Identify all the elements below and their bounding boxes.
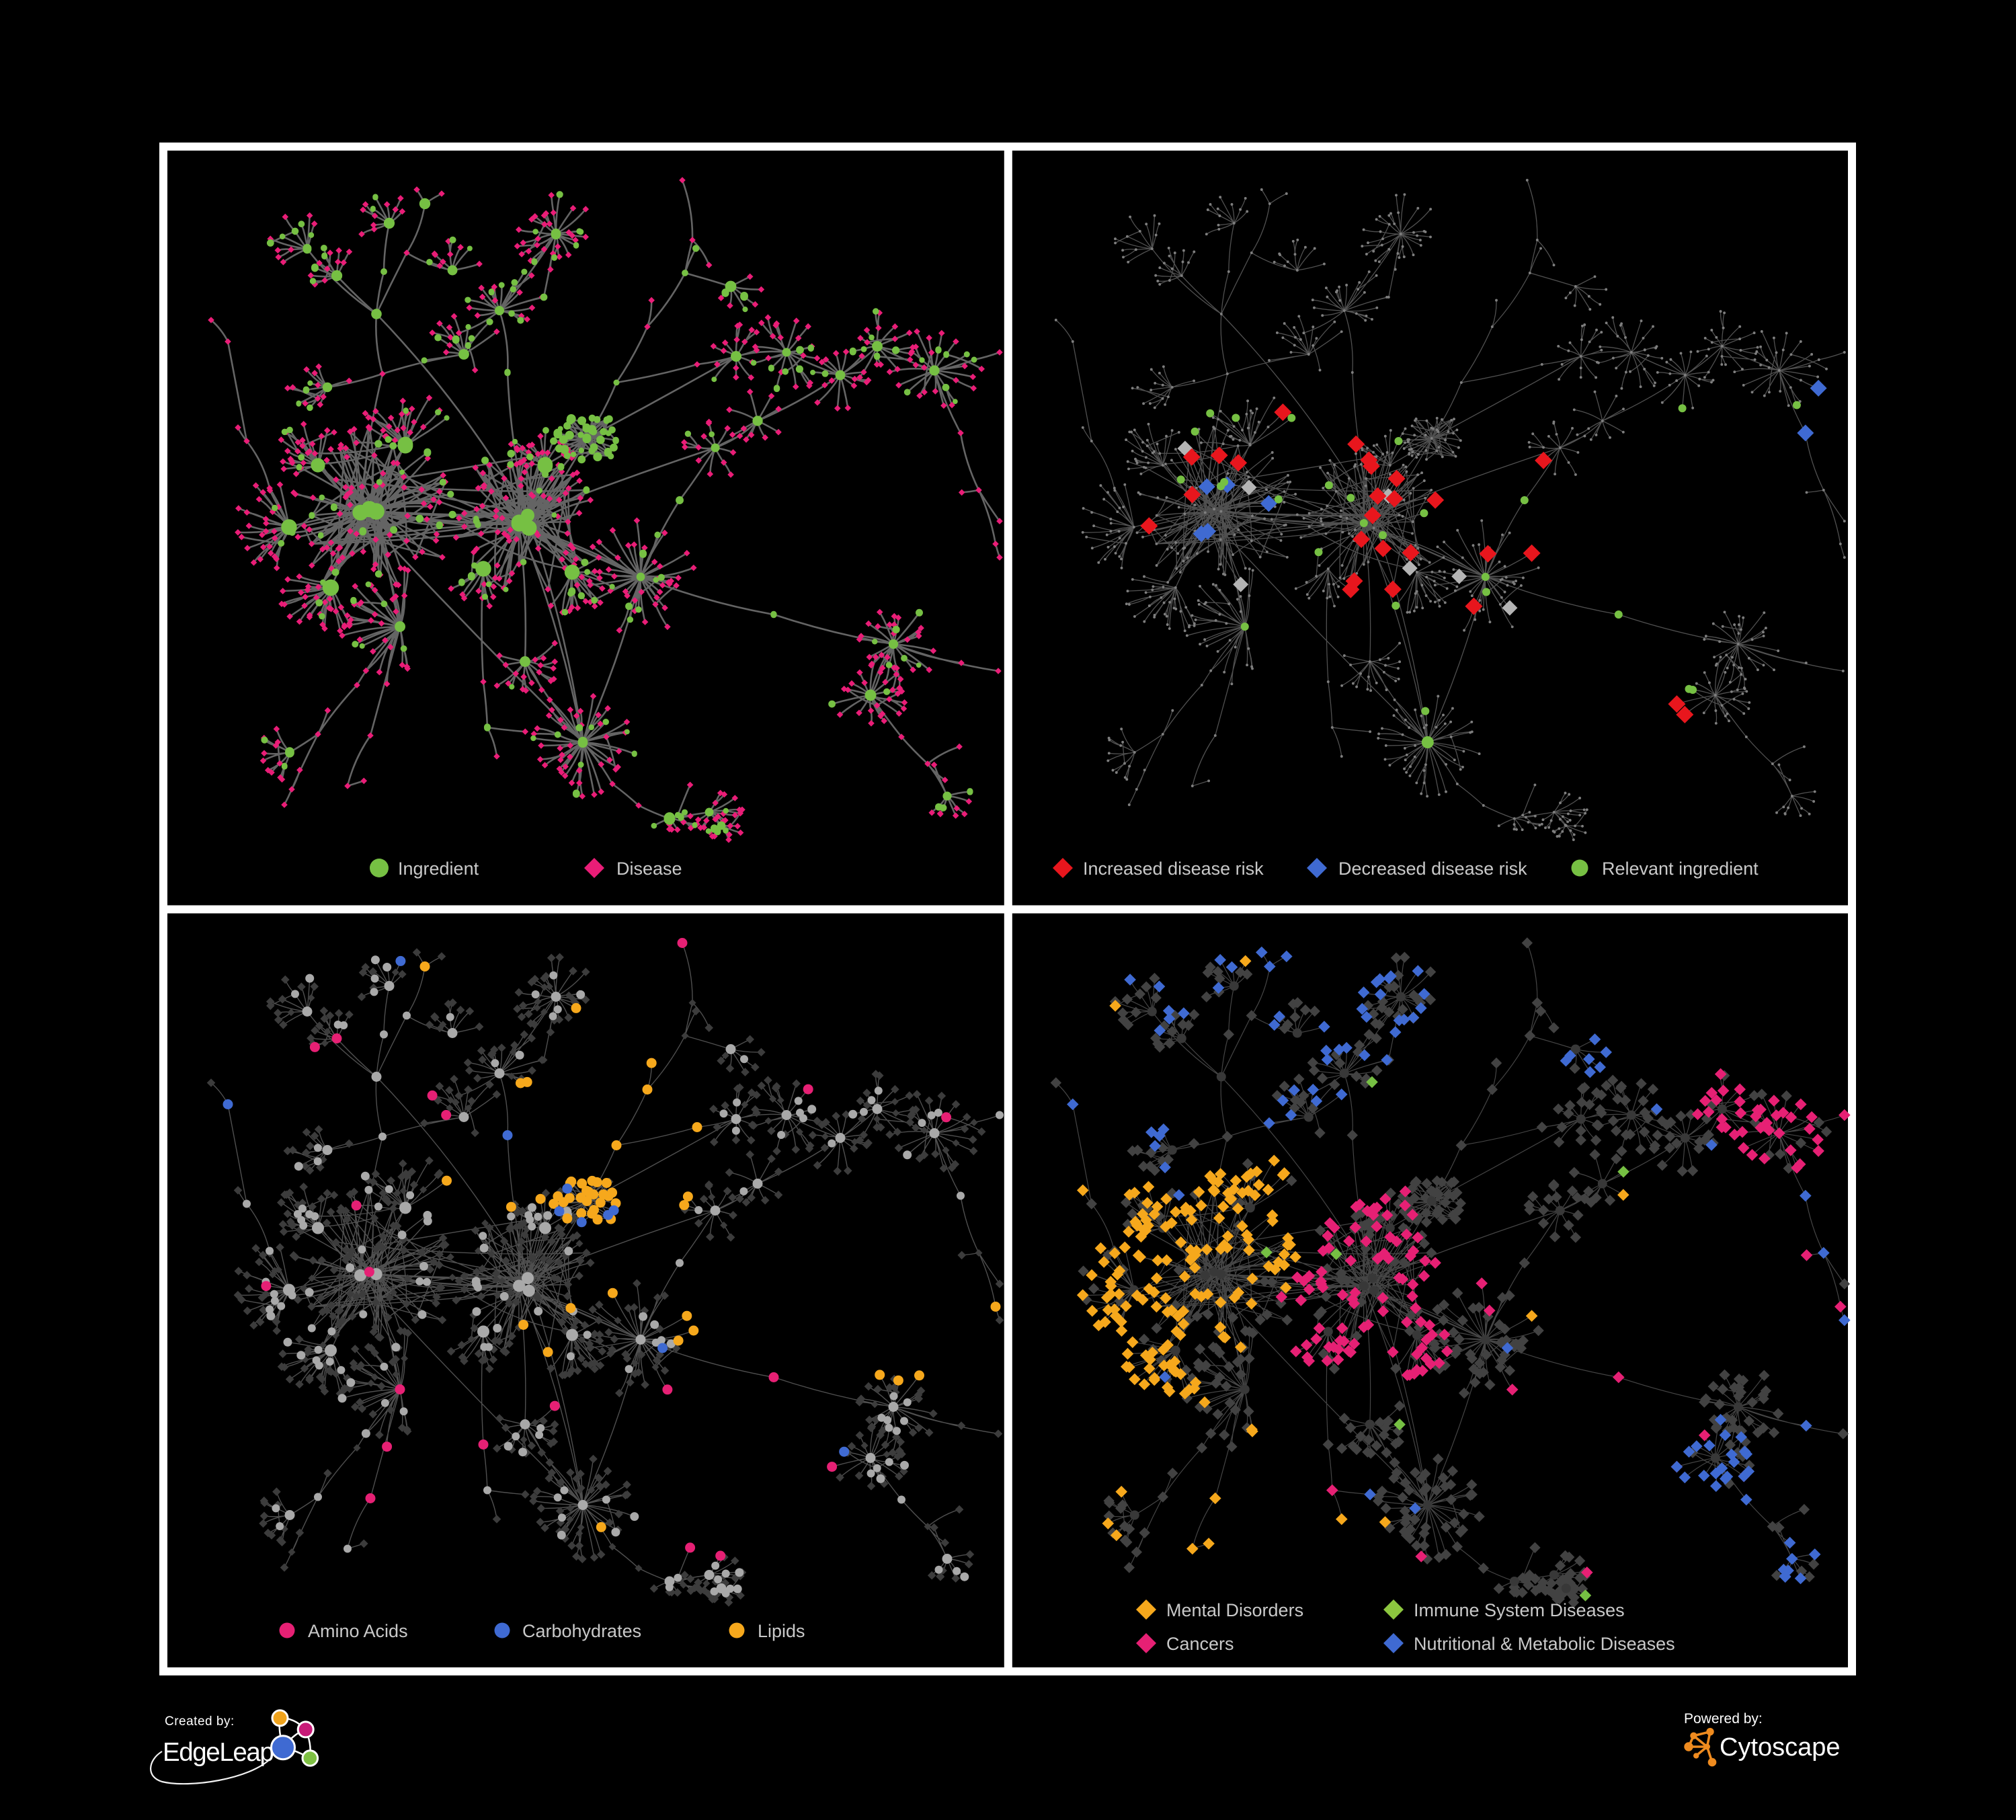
svg-text:Amino Acids: Amino Acids <box>308 1621 408 1641</box>
svg-text:Nutritional & Metabolic Diseas: Nutritional & Metabolic Diseases <box>1414 1634 1675 1654</box>
svg-text:Decreased disease risk: Decreased disease risk <box>1338 859 1527 879</box>
svg-text:Disease: Disease <box>616 859 682 879</box>
svg-text:Cytoscape: Cytoscape <box>1720 1733 1841 1762</box>
svg-text:EdgeLeap: EdgeLeap <box>163 1738 273 1767</box>
svg-text:Cancers: Cancers <box>1166 1634 1234 1654</box>
svg-text:Powered by:: Powered by: <box>1684 1711 1763 1727</box>
svg-text:Lipids: Lipids <box>758 1621 805 1641</box>
svg-text:Carbohydrates: Carbohydrates <box>522 1621 641 1641</box>
svg-text:Created by:: Created by: <box>165 1714 235 1729</box>
svg-text:Immune System Diseases: Immune System Diseases <box>1414 1600 1625 1620</box>
svg-text:Ingredient: Ingredient <box>398 859 479 879</box>
svg-text:Relevant ingredient: Relevant ingredient <box>1602 859 1759 879</box>
svg-text:Mental Disorders: Mental Disorders <box>1166 1600 1303 1620</box>
svg-text:Increased disease risk: Increased disease risk <box>1083 859 1264 879</box>
